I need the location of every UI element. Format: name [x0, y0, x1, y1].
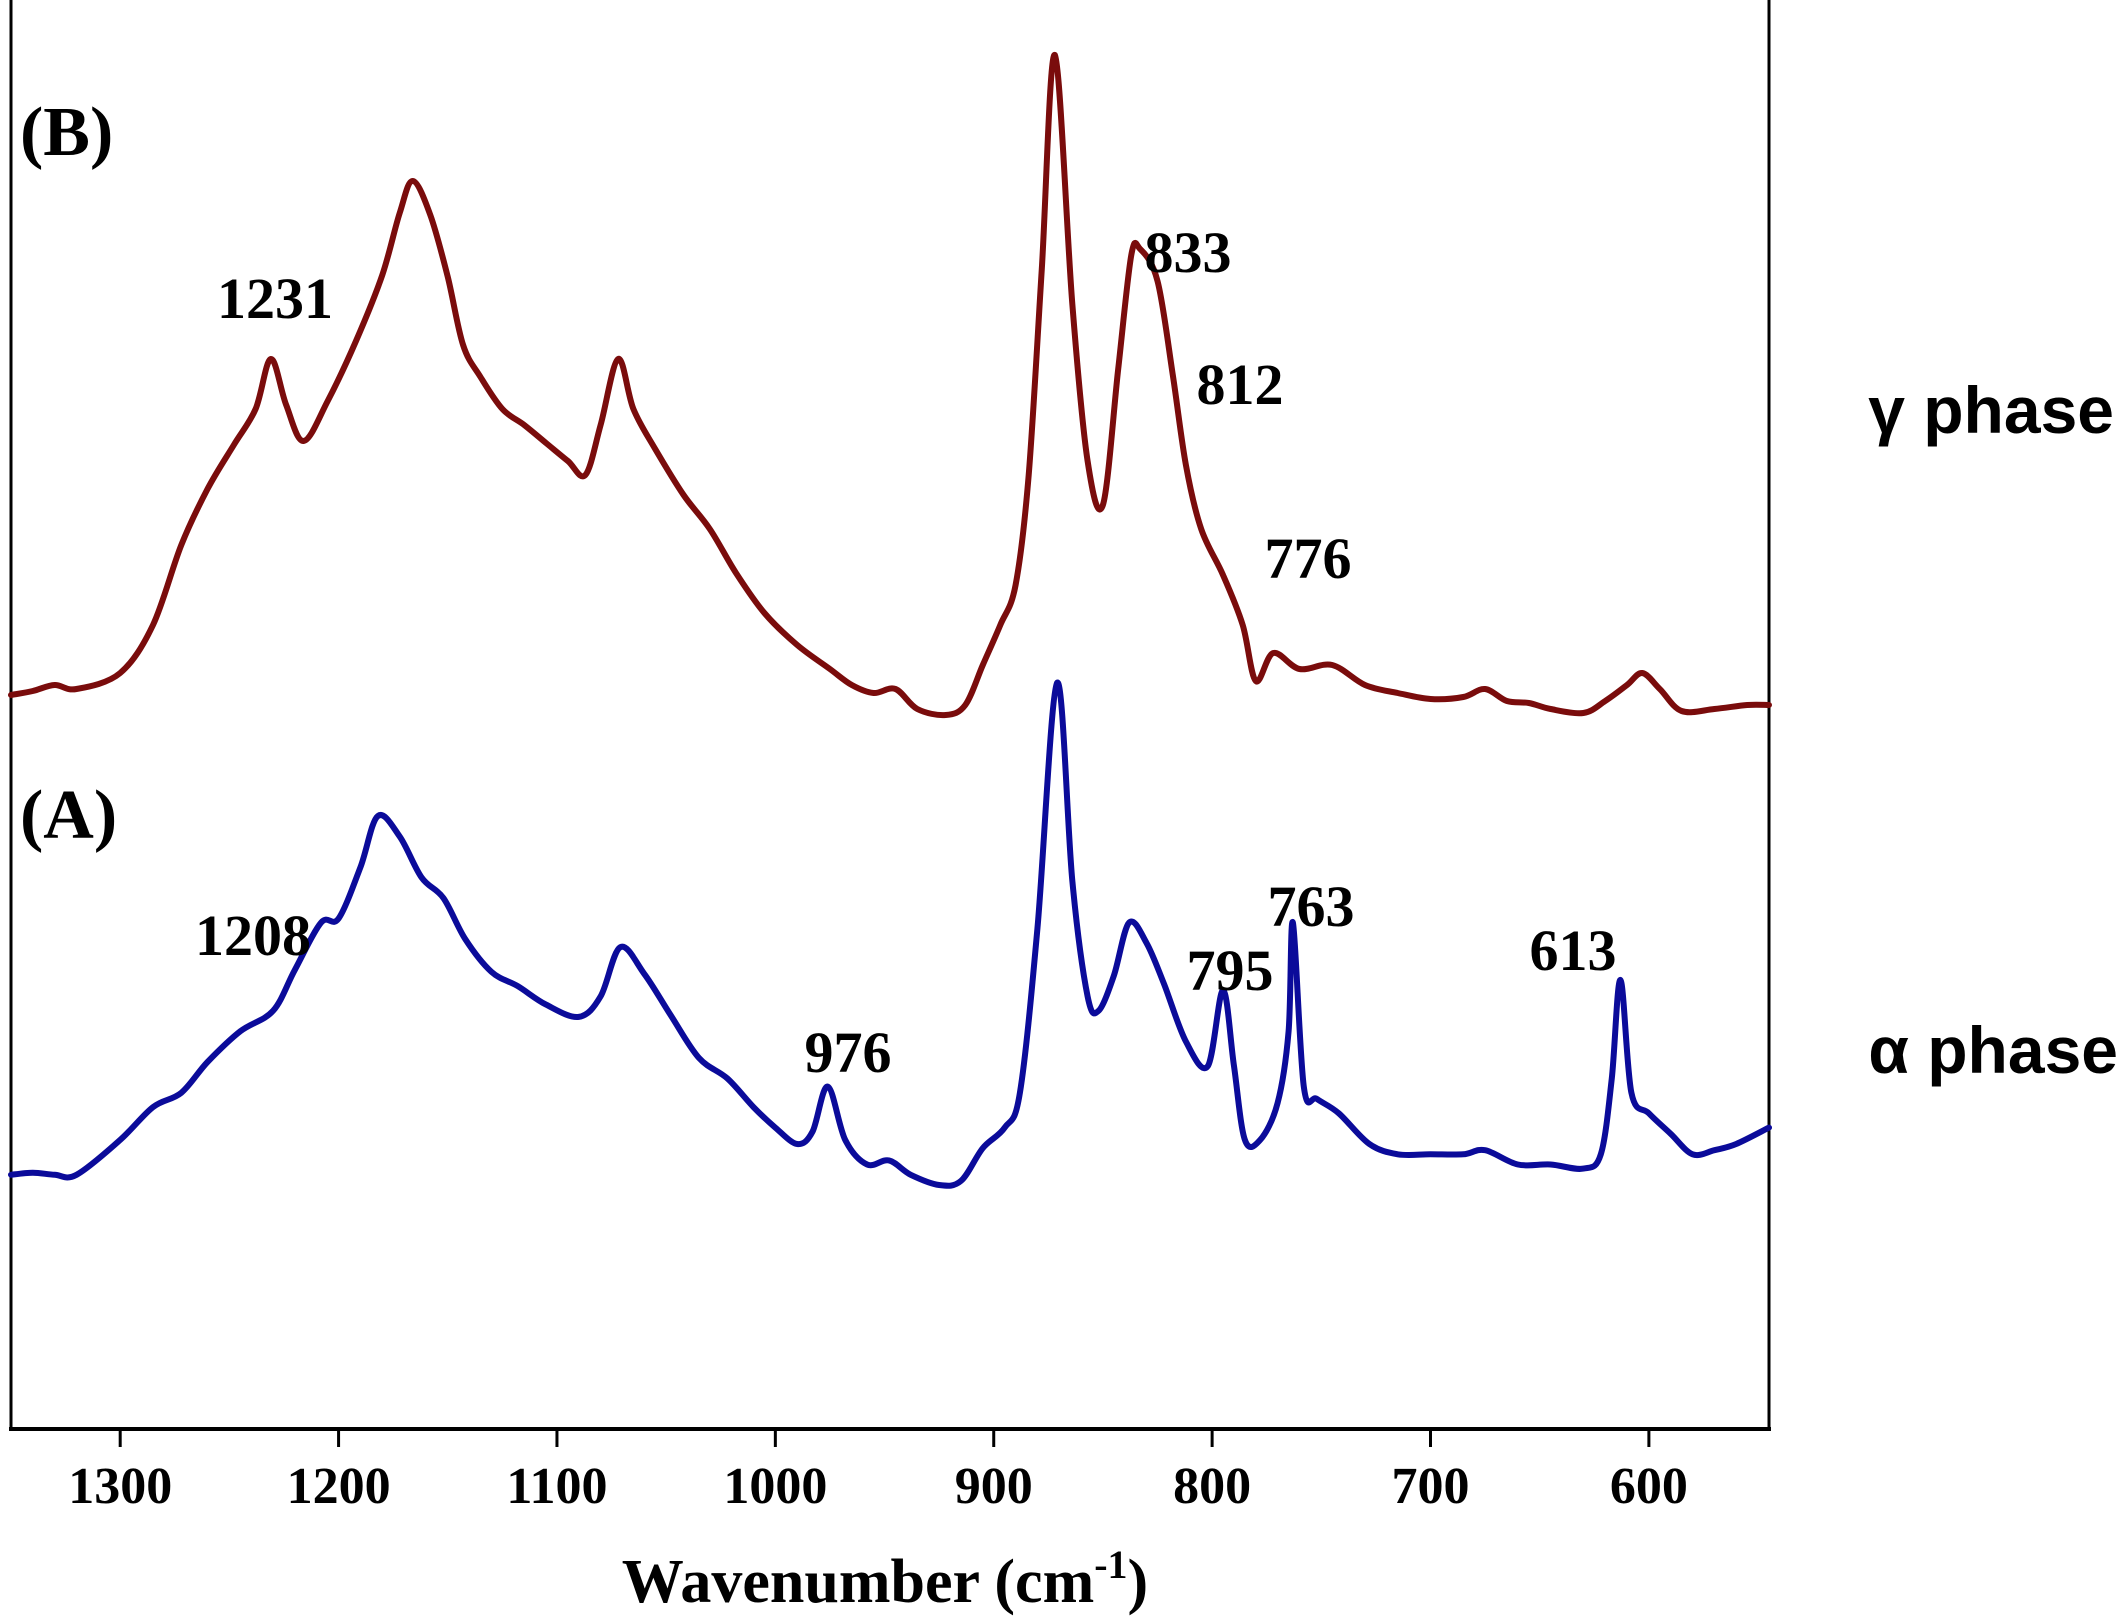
panel-label-b: (B): [20, 94, 113, 171]
peak-annotation: 1231: [217, 266, 333, 331]
peak-annotation: 795: [1187, 938, 1274, 1003]
x-axis-label-close: ): [1128, 1548, 1149, 1616]
peak-annotation: 833: [1145, 220, 1232, 285]
peak-annotation: 1208: [195, 903, 311, 968]
x-tick-label: 1000: [723, 1458, 827, 1515]
x-tick-label: 900: [955, 1458, 1033, 1515]
x-tick-label: 600: [1610, 1458, 1688, 1515]
peak-annotation: 976: [805, 1020, 892, 1085]
x-tick-label: 1200: [287, 1458, 391, 1515]
x-axis-label-main: Wavenumber (cm: [622, 1548, 1094, 1616]
x-axis-label-superscript: -1: [1094, 1542, 1127, 1587]
panel-label-a: (A): [20, 777, 117, 854]
peak-annotation: 763: [1268, 874, 1355, 939]
phase-label-alpha: α phase: [1868, 1013, 2118, 1087]
series-line-a: [8, 679, 1772, 1189]
peak-annotation: 776: [1265, 526, 1352, 591]
x-tick-label: 1100: [506, 1458, 607, 1515]
x-tick-label: 800: [1173, 1458, 1251, 1515]
x-axis-ticks: 1300 1200 1100 1000 900 800 700 600: [68, 1429, 1688, 1515]
peak-annotation: 613: [1530, 918, 1617, 983]
x-axis-label: Wavenumber (cm-1): [622, 1542, 1148, 1616]
series-layer: [8, 51, 1772, 1189]
phase-label-gamma: γ phase: [1868, 373, 2114, 447]
series-line-b: [8, 51, 1772, 719]
x-tick-label: 1300: [68, 1458, 172, 1515]
peak-annotation: 812: [1197, 352, 1284, 417]
x-tick-label: 700: [1392, 1458, 1470, 1515]
